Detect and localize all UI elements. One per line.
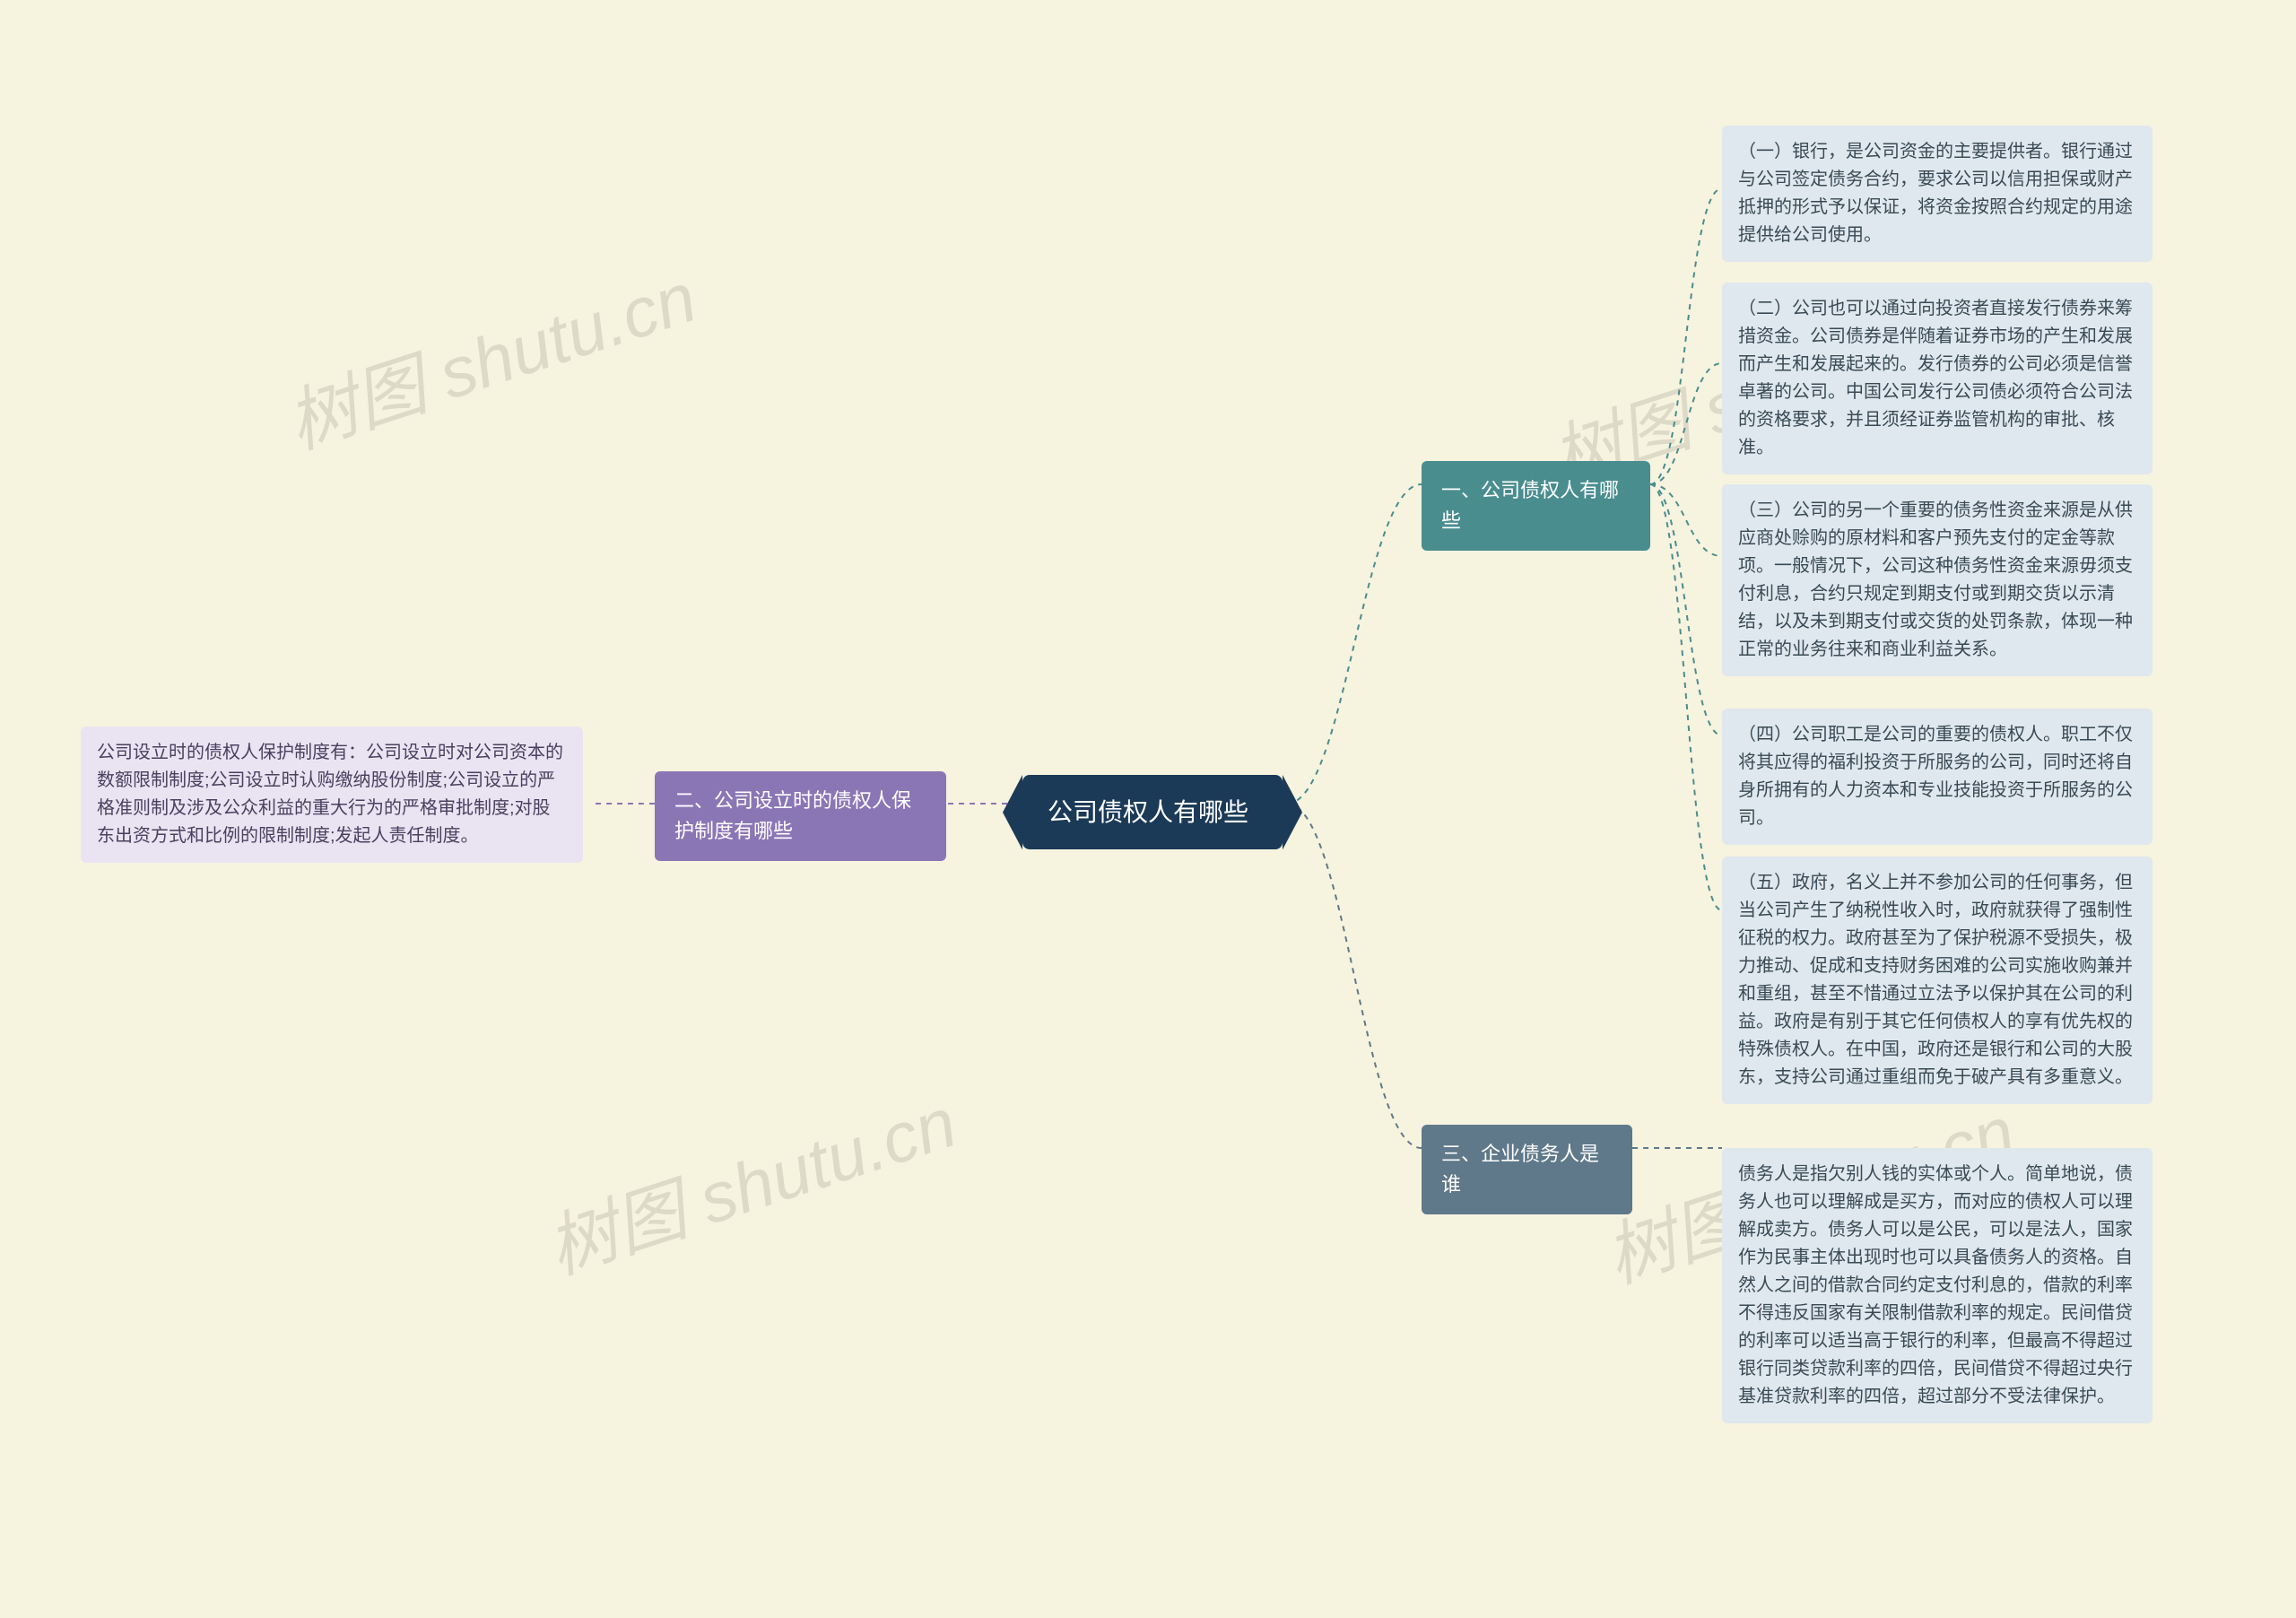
branch-node-1: 一、公司债权人有哪些 [1422,461,1650,551]
branch-node-3: 三、企业债务人是谁 [1422,1125,1632,1214]
leaf-node: （四）公司职工是公司的重要的债权人。职工不仅将其应得的福利投资于所服务的公司，同… [1722,709,2152,845]
leaf-node: （二）公司也可以通过向投资者直接发行债券来筹措资金。公司债券是伴随着证券市场的产… [1722,283,2152,474]
leaf-node: （五）政府，名义上并不参加公司的任何事务，但当公司产生了纳税性收入时，政府就获得… [1722,857,2152,1104]
leaf-node: 公司设立时的债权人保护制度有：公司设立时对公司资本的数额限制制度;公司设立时认购… [81,726,583,863]
watermark: 树图 shutu.cn [273,242,707,469]
leaf-node: （一）银行，是公司资金的主要提供者。银行通过与公司签定债务合约，要求公司以信用担… [1722,126,2152,262]
watermark: 树图 shutu.cn [533,1067,967,1294]
leaf-node: （三）公司的另一个重要的债务性资金来源是从供应商处赊购的原材料和客户预先支付的定… [1722,484,2152,676]
root-node: 公司债权人有哪些 [1022,775,1283,849]
branch-node-2: 二、公司设立时的债权人保护制度有哪些 [655,771,946,861]
leaf-node: 债务人是指欠别人钱的实体或个人。简单地说，债务人也可以理解成是买方，而对应的债权… [1722,1148,2152,1423]
